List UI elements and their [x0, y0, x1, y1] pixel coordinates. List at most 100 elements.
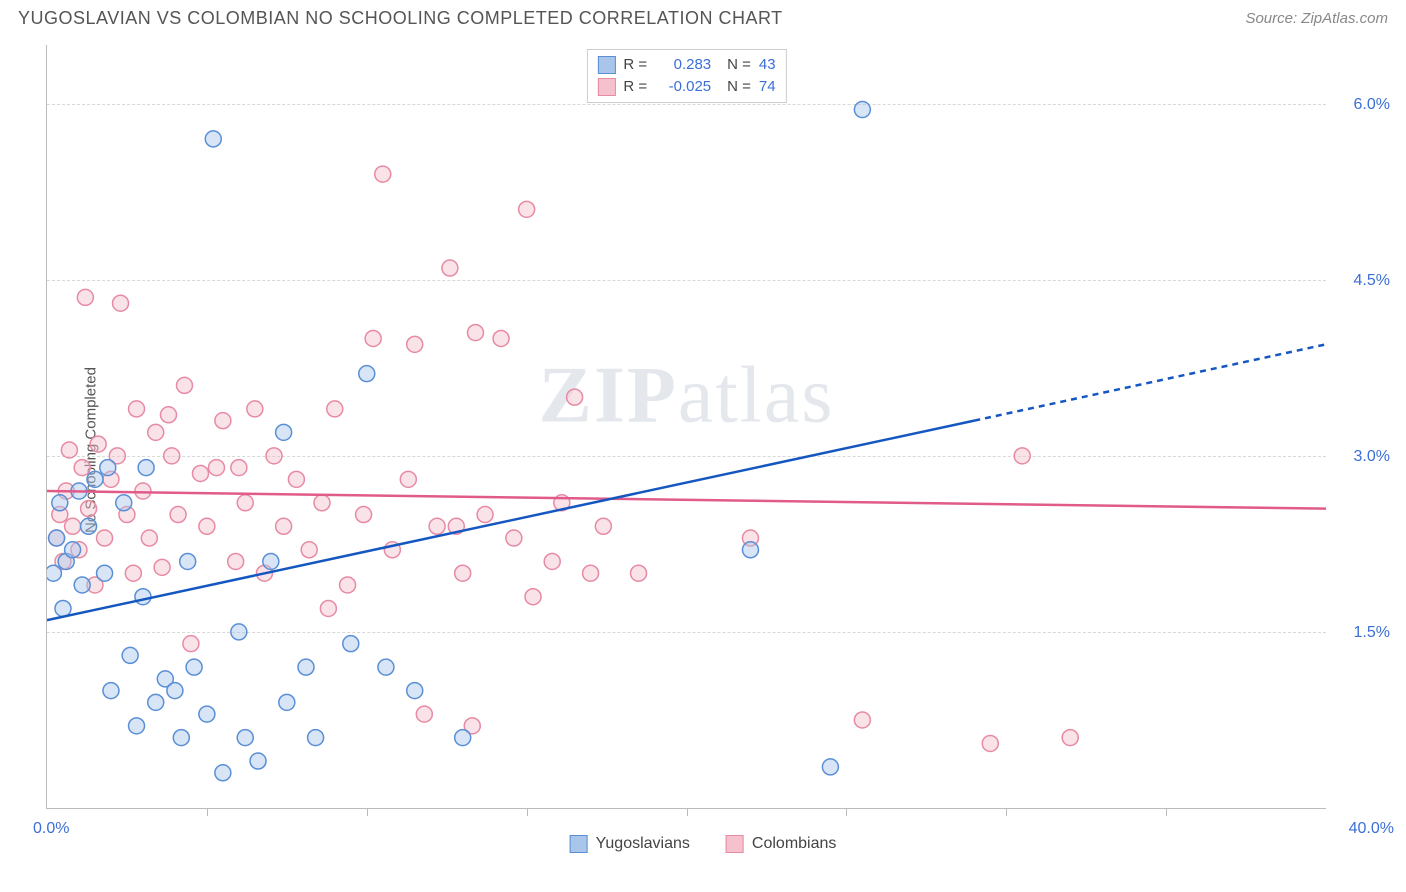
- data-point: [822, 759, 838, 775]
- data-point: [49, 530, 65, 546]
- chart-area: No Schooling Completed ZIPatlas 1.5%3.0%…: [0, 35, 1406, 865]
- data-point: [180, 553, 196, 569]
- y-tick-label: 4.5%: [1334, 272, 1390, 290]
- swatch-yugoslavians-icon: [570, 835, 588, 853]
- data-point: [525, 589, 541, 605]
- trend-line: [47, 421, 974, 621]
- scatter-svg: [47, 45, 1326, 808]
- data-point: [356, 507, 372, 523]
- x-tick: [527, 808, 528, 816]
- data-point: [215, 413, 231, 429]
- data-point: [81, 501, 97, 517]
- data-point: [266, 448, 282, 464]
- x-tick: [687, 808, 688, 816]
- data-point: [416, 706, 432, 722]
- stats-row-colombians: R = -0.025 N = 74: [597, 76, 775, 98]
- stats-legend: R = 0.283 N = 43 R = -0.025 N = 74: [586, 49, 786, 103]
- data-point: [854, 102, 870, 118]
- data-point: [164, 448, 180, 464]
- header: YUGOSLAVIAN VS COLOMBIAN NO SCHOOLING CO…: [0, 0, 1406, 35]
- y-tick-label: 1.5%: [1334, 624, 1390, 642]
- data-point: [279, 694, 295, 710]
- data-point: [74, 460, 90, 476]
- data-point: [129, 718, 145, 734]
- data-point: [343, 636, 359, 652]
- data-point: [141, 530, 157, 546]
- data-point: [97, 565, 113, 581]
- data-point: [327, 401, 343, 417]
- swatch-colombians: [597, 78, 615, 96]
- data-point: [148, 424, 164, 440]
- data-point: [113, 295, 129, 311]
- x-tick: [1006, 808, 1007, 816]
- trend-line: [974, 344, 1326, 420]
- data-point: [125, 565, 141, 581]
- data-point: [320, 600, 336, 616]
- data-point: [301, 542, 317, 558]
- data-point: [74, 577, 90, 593]
- data-point: [52, 495, 68, 511]
- data-point: [173, 730, 189, 746]
- data-point: [183, 636, 199, 652]
- data-point: [493, 330, 509, 346]
- data-point: [47, 565, 61, 581]
- data-point: [199, 518, 215, 534]
- data-point: [583, 565, 599, 581]
- data-point: [276, 518, 292, 534]
- legend-item-colombians: Colombians: [726, 835, 836, 853]
- x-axis-max: 40.0%: [1349, 820, 1394, 838]
- x-tick: [207, 808, 208, 816]
- data-point: [87, 471, 103, 487]
- data-point: [176, 377, 192, 393]
- data-point: [429, 518, 445, 534]
- swatch-colombians-icon: [726, 835, 744, 853]
- x-axis-min: 0.0%: [33, 820, 69, 838]
- data-point: [467, 325, 483, 341]
- data-point: [186, 659, 202, 675]
- data-point: [378, 659, 394, 675]
- data-point: [359, 366, 375, 382]
- data-point: [276, 424, 292, 440]
- data-point: [65, 542, 81, 558]
- data-point: [400, 471, 416, 487]
- data-point: [122, 647, 138, 663]
- data-point: [308, 730, 324, 746]
- legend-item-yugoslavians: Yugoslavians: [570, 835, 690, 853]
- data-point: [215, 765, 231, 781]
- data-point: [365, 330, 381, 346]
- data-point: [519, 201, 535, 217]
- data-point: [442, 260, 458, 276]
- data-point: [314, 495, 330, 511]
- data-point: [90, 436, 106, 452]
- data-point: [237, 495, 253, 511]
- data-point: [81, 518, 97, 534]
- data-point: [167, 683, 183, 699]
- data-point: [455, 730, 471, 746]
- data-point: [103, 683, 119, 699]
- data-point: [154, 559, 170, 575]
- data-point: [407, 336, 423, 352]
- swatch-yugoslavians: [597, 56, 615, 74]
- data-point: [247, 401, 263, 417]
- data-point: [97, 530, 113, 546]
- data-point: [100, 460, 116, 476]
- data-point: [170, 507, 186, 523]
- data-point: [161, 407, 177, 423]
- source-label: Source: ZipAtlas.com: [1245, 10, 1388, 27]
- data-point: [1014, 448, 1030, 464]
- data-point: [631, 565, 647, 581]
- chart-title: YUGOSLAVIAN VS COLOMBIAN NO SCHOOLING CO…: [18, 8, 783, 29]
- data-point: [228, 553, 244, 569]
- data-point: [205, 131, 221, 147]
- data-point: [455, 565, 471, 581]
- data-point: [595, 518, 611, 534]
- data-point: [544, 553, 560, 569]
- x-tick: [846, 808, 847, 816]
- data-point: [61, 442, 77, 458]
- data-point: [1062, 730, 1078, 746]
- data-point: [65, 518, 81, 534]
- data-point: [288, 471, 304, 487]
- plot-region: ZIPatlas 1.5%3.0%4.5%6.0% 0.0% 40.0% R =…: [46, 45, 1326, 809]
- data-point: [148, 694, 164, 710]
- data-point: [116, 495, 132, 511]
